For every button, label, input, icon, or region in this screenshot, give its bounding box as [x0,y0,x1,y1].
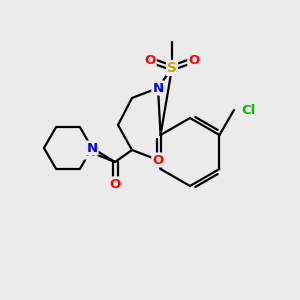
Text: O: O [188,53,200,67]
Text: O: O [110,178,121,190]
Text: O: O [144,53,156,67]
Text: S: S [167,61,177,75]
Text: Cl: Cl [241,103,255,116]
Text: N: N [152,82,164,94]
Text: O: O [152,154,164,166]
Text: N: N [84,146,96,158]
Text: N: N [86,142,98,154]
